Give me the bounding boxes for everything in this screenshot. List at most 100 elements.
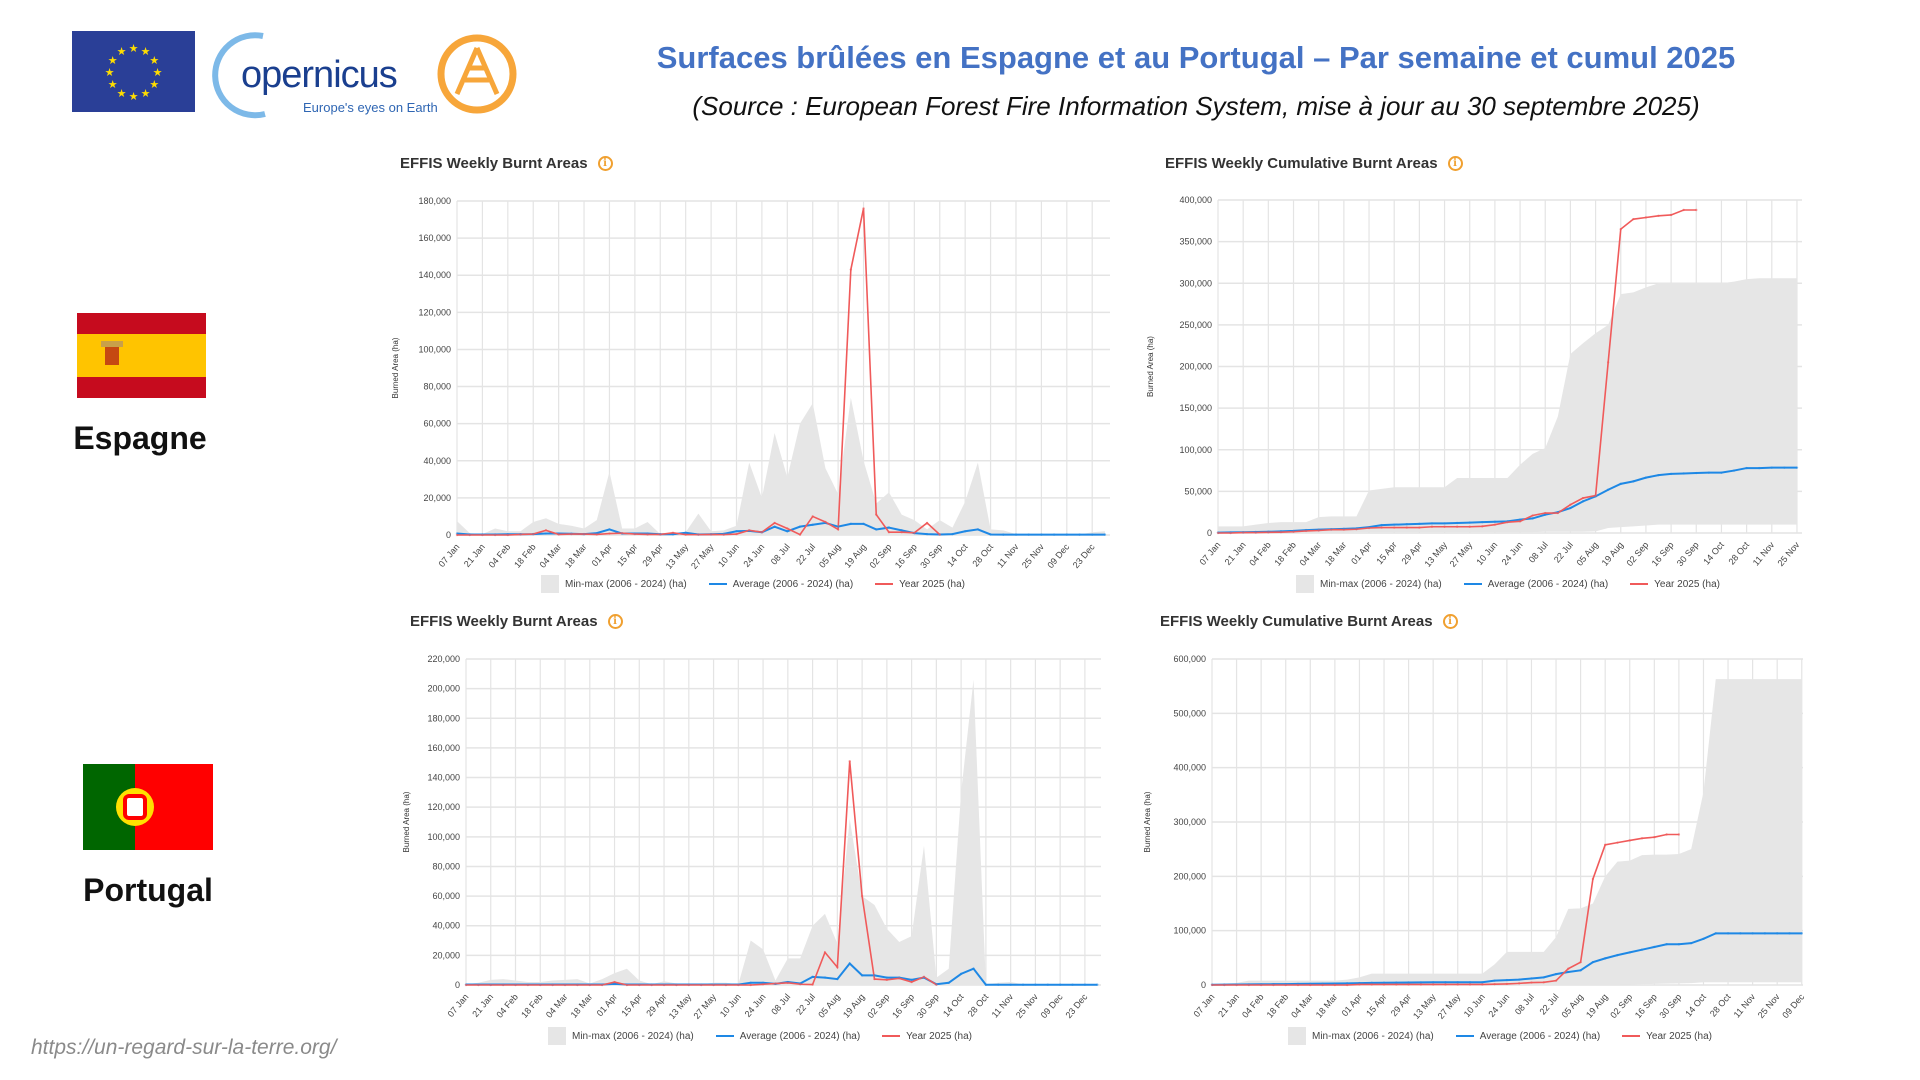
y-tick-label: 0 <box>455 980 460 990</box>
x-tick-label: 18 Mar <box>1314 992 1340 1020</box>
chart-1: 0 20,000 40,000 60,000 80,000 100,000 120,000 1… <box>391 196 1110 571</box>
year-point <box>862 207 865 210</box>
year-swatch <box>1622 1035 1641 1037</box>
y-tick-label: 20,000 <box>432 950 460 960</box>
x-tick-label: 22 Jul <box>1537 992 1560 1017</box>
legend-item-minmax[interactable]: Min-max (2006 - 2024) (ha) <box>1288 1027 1434 1045</box>
portugal-flag <box>83 764 213 850</box>
average-point <box>1493 979 1496 982</box>
x-tick-label: 02 Sep <box>1608 992 1634 1020</box>
legend-item-year[interactable]: Year 2025 (ha) <box>882 1031 972 1042</box>
average-point <box>1739 932 1742 935</box>
x-tick-label: 05 Aug <box>817 542 843 570</box>
year-point <box>860 894 864 898</box>
year-point <box>1309 983 1312 987</box>
legend-item-year[interactable]: Year 2025 (ha) <box>1622 1031 1712 1042</box>
average-point <box>1481 520 1484 524</box>
x-tick-label: 30 Sep <box>1657 992 1683 1020</box>
year-point <box>798 533 802 536</box>
x-tick-label: 22 Jul <box>794 992 817 1017</box>
legend-item-average[interactable]: Average (2006 - 2024) (ha) <box>1463 579 1608 590</box>
x-tick-label: 13 May <box>1422 539 1449 568</box>
y-tick-label: 80,000 <box>432 861 460 871</box>
average-point <box>1579 969 1582 972</box>
legend-item-year[interactable]: Year 2025 (ha) <box>1630 579 1720 590</box>
average-point <box>1530 977 1533 980</box>
info-icon[interactable]: i <box>1442 614 1458 629</box>
y-tick-label: 140,000 <box>427 773 460 783</box>
year-point <box>687 983 691 987</box>
year-point <box>1443 525 1446 528</box>
year-point <box>1682 208 1685 212</box>
x-tick-label: 24 Jun <box>743 992 768 1019</box>
x-tick-label: 14 Oct <box>945 541 970 568</box>
chart-title-text: EFFIS Weekly Burnt Areas <box>400 155 588 172</box>
average-point <box>836 977 839 981</box>
x-tick-label: 08 Jul <box>1513 992 1536 1017</box>
year-point <box>1531 514 1534 517</box>
year-point <box>799 983 802 986</box>
average-point <box>749 981 752 984</box>
y-tick-label: 0 <box>1207 528 1212 538</box>
average-point <box>608 528 611 531</box>
year-point <box>824 520 827 524</box>
year-point <box>1367 526 1371 530</box>
average-point <box>1395 981 1398 984</box>
x-tick-label: 18 Feb <box>1272 540 1298 568</box>
x-tick-label: 04 Feb <box>1240 992 1266 1020</box>
chart-legend: Min-max (2006 - 2024) (ha) Average (2006… <box>1296 575 1720 593</box>
x-tick-label: 30 Sep <box>918 542 944 570</box>
average-point <box>910 978 913 982</box>
year-point <box>1506 520 1509 524</box>
year-point <box>1247 983 1251 987</box>
average-point <box>1603 957 1607 960</box>
legend-item-year[interactable]: Year 2025 (ha) <box>875 579 965 590</box>
x-tick-label: 11 Nov <box>990 991 1016 1019</box>
year-point <box>1542 981 1545 984</box>
legend-item-minmax[interactable]: Min-max (2006 - 2024) (ha) <box>541 575 687 593</box>
year-swatch <box>882 1035 901 1037</box>
info-icon[interactable]: i <box>597 156 613 171</box>
average-swatch <box>1463 583 1482 585</box>
x-tick-label: 18 Feb <box>512 542 538 570</box>
x-tick-label: 30 Sep <box>915 992 941 1020</box>
year-point <box>1581 496 1585 500</box>
year-point <box>1355 528 1358 531</box>
legend-item-average[interactable]: Average (2006 - 2024) (ha) <box>1455 1031 1600 1042</box>
year-point <box>1254 531 1257 534</box>
x-tick-label: 01 Apr <box>1340 992 1364 1018</box>
average-point <box>684 531 687 534</box>
average-point <box>972 967 975 970</box>
year-point <box>1358 983 1361 986</box>
year-point <box>823 951 827 954</box>
y-tick-label: 100,000 <box>418 344 451 354</box>
info-icon[interactable]: i <box>1447 156 1463 171</box>
info-icon[interactable]: i <box>607 614 623 629</box>
spain-flag <box>77 313 206 398</box>
x-tick-label: 09 Dec <box>1045 541 1071 570</box>
average-point <box>1619 482 1622 486</box>
average-point <box>1456 981 1459 984</box>
chart-title-text: EFFIS Weekly Cumulative Burnt Areas <box>1160 613 1433 630</box>
x-tick-label: 14 Oct <box>941 991 966 1018</box>
legend-item-average[interactable]: Average (2006 - 2024) (ha) <box>708 579 853 590</box>
year-point <box>1481 525 1484 528</box>
year-point <box>1493 982 1496 986</box>
average-point <box>1443 522 1446 525</box>
year-point <box>1518 520 1522 523</box>
year-point <box>1345 983 1349 987</box>
legend-item-minmax[interactable]: Min-max (2006 - 2024) (ha) <box>1296 575 1442 593</box>
legend-label: Year 2025 (ha) <box>906 1030 972 1042</box>
x-tick-label: 25 Nov <box>1020 541 1046 570</box>
source-url: https://un-regard-sur-la-terre.org/ <box>31 1036 337 1059</box>
legend-item-average[interactable]: Average (2006 - 2024) (ha) <box>715 1031 860 1042</box>
year-point <box>1380 526 1383 529</box>
year-point <box>774 982 777 985</box>
y-tick-label: 200,000 <box>1179 362 1212 372</box>
average-point <box>959 972 963 976</box>
x-tick-label: 22 Jul <box>794 542 817 567</box>
svg-text:★: ★ <box>129 91 139 103</box>
minmax-swatch <box>541 575 559 593</box>
y-tick-label: 300,000 <box>1179 278 1212 288</box>
legend-item-minmax[interactable]: Min-max (2006 - 2024) (ha) <box>548 1027 694 1045</box>
